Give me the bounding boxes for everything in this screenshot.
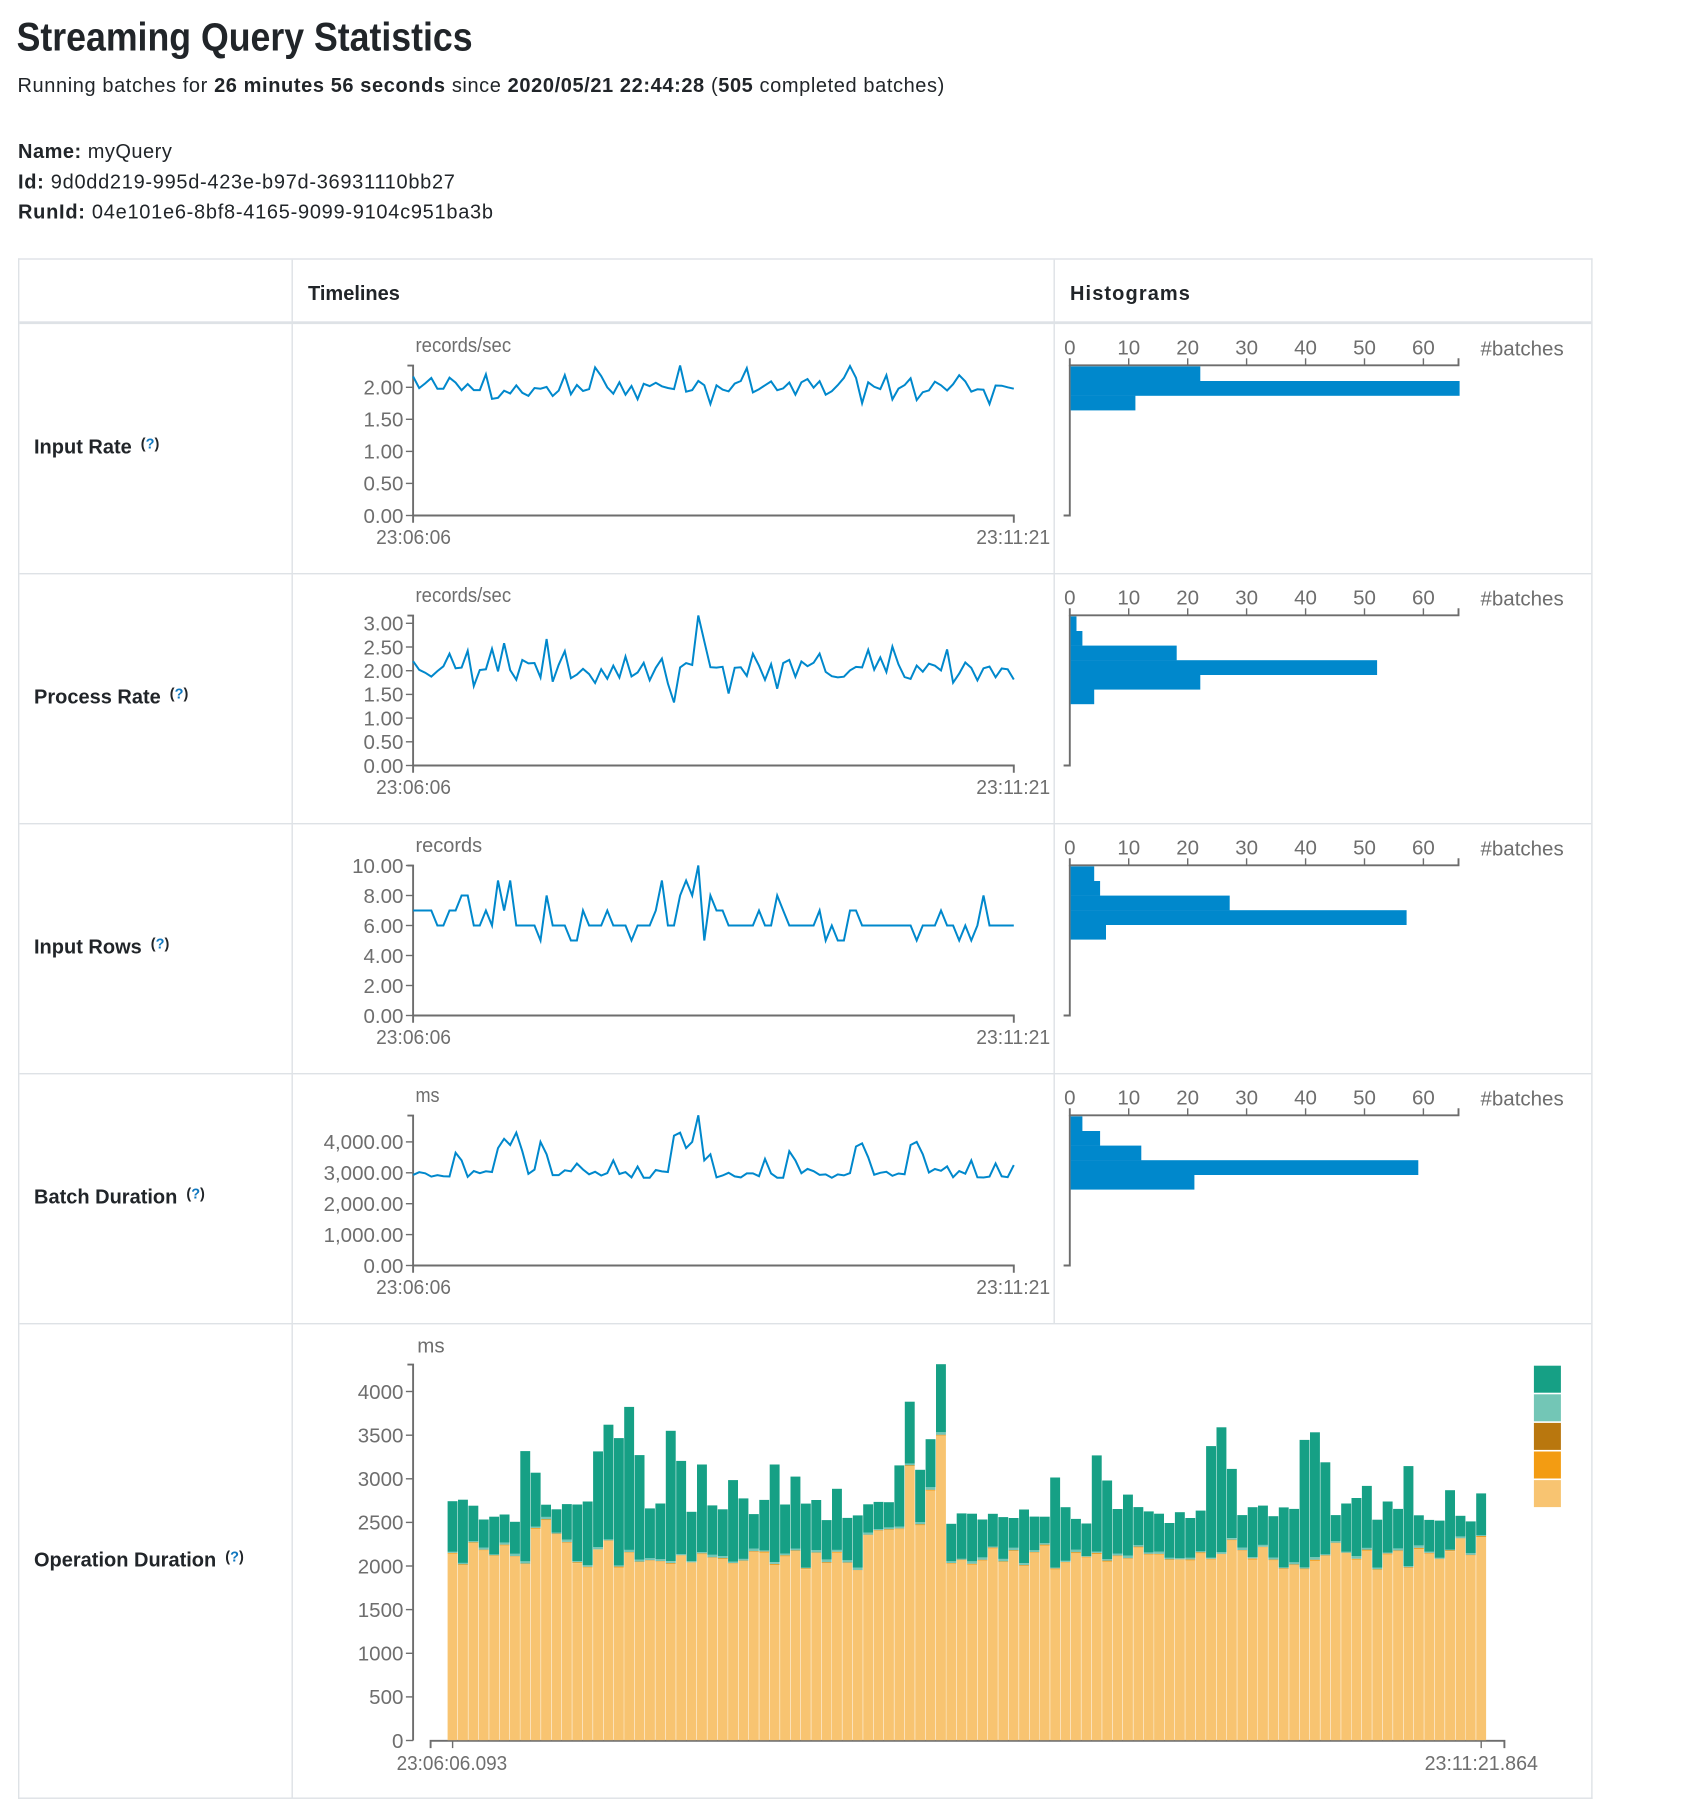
svg-text:2.00: 2.00 <box>363 377 403 400</box>
svg-text:23:06:06: 23:06:06 <box>376 1276 451 1299</box>
svg-text:2000: 2000 <box>358 1555 404 1578</box>
svg-text:Batch Duration(?): Batch Duration (?) <box>34 1187 205 1209</box>
svg-text:23:06:06.093: 23:06:06.093 <box>397 1752 508 1775</box>
svg-text:20: 20 <box>1176 837 1199 860</box>
svg-text:23:11:21: 23:11:21 <box>976 776 1050 799</box>
svg-text:ms: ms <box>417 1334 444 1357</box>
svg-text:#batches: #batches <box>1481 338 1564 361</box>
svg-text:50: 50 <box>1353 587 1376 610</box>
svg-text:1.50: 1.50 <box>363 409 403 432</box>
svg-text:1.00: 1.00 <box>363 441 403 464</box>
svg-text:60: 60 <box>1412 337 1435 360</box>
svg-text:3500: 3500 <box>358 1424 404 1447</box>
svg-text:Streaming Query Statistics: Streaming Query Statistics <box>17 16 473 60</box>
svg-text:ms: ms <box>416 1084 440 1107</box>
svg-text:20: 20 <box>1176 337 1199 360</box>
svg-text:2.00: 2.00 <box>363 975 403 998</box>
svg-text:40: 40 <box>1294 337 1317 360</box>
svg-text:30: 30 <box>1235 337 1258 360</box>
svg-text:3000: 3000 <box>358 1468 404 1491</box>
svg-text:30: 30 <box>1235 587 1258 610</box>
svg-text:records: records <box>416 834 483 857</box>
svg-text:Input Rows(?): Input Rows (?) <box>34 937 169 959</box>
svg-text:0: 0 <box>392 1730 403 1753</box>
svg-text:4.00: 4.00 <box>363 945 403 968</box>
svg-text:0.00: 0.00 <box>363 755 403 778</box>
svg-text:0.50: 0.50 <box>363 731 403 754</box>
svg-text:records/sec: records/sec <box>416 584 512 607</box>
svg-text:1.50: 1.50 <box>363 684 403 707</box>
svg-text:8.00: 8.00 <box>363 885 403 908</box>
svg-text:50: 50 <box>1353 337 1376 360</box>
svg-text:Histograms: Histograms <box>1070 283 1191 305</box>
svg-text:23:11:21: 23:11:21 <box>976 1276 1050 1299</box>
svg-text:23:06:06: 23:06:06 <box>376 776 451 799</box>
svg-text:RunId: 04e101e6-8bf8-4165-9099: RunId: 04e101e6-8bf8-4165-9099-9104c951b… <box>18 201 494 223</box>
svg-text:40: 40 <box>1294 587 1317 610</box>
svg-text:6.00: 6.00 <box>363 915 403 938</box>
svg-text:2.00: 2.00 <box>363 660 403 683</box>
svg-text:10: 10 <box>1117 587 1140 610</box>
svg-text:40: 40 <box>1294 1087 1317 1110</box>
svg-text:23:06:06: 23:06:06 <box>376 1026 451 1049</box>
svg-text:Process Rate(?): Process Rate (?) <box>34 687 188 709</box>
svg-text:2.50: 2.50 <box>363 636 403 659</box>
svg-text:23:11:21.864: 23:11:21.864 <box>1425 1752 1538 1775</box>
svg-text:0: 0 <box>1064 837 1075 860</box>
svg-text:0.50: 0.50 <box>363 473 403 496</box>
svg-text:4000: 4000 <box>358 1381 404 1404</box>
svg-text:0: 0 <box>1064 1087 1075 1110</box>
svg-text:50: 50 <box>1353 837 1376 860</box>
svg-text:10: 10 <box>1117 837 1140 860</box>
svg-text:1,000.00: 1,000.00 <box>324 1224 404 1247</box>
svg-text:0: 0 <box>1064 587 1075 610</box>
svg-text:20: 20 <box>1176 1087 1199 1110</box>
svg-text:10.00: 10.00 <box>352 855 403 878</box>
svg-text:2,000.00: 2,000.00 <box>324 1193 404 1216</box>
svg-text:10: 10 <box>1117 1087 1140 1110</box>
svg-text:1500: 1500 <box>358 1599 404 1622</box>
svg-text:Timelines: Timelines <box>308 283 400 305</box>
svg-text:Id: 9d0dd219-995d-423e-b97d-36: Id: 9d0dd219-995d-423e-b97d-36931110bb27 <box>18 171 456 193</box>
svg-text:60: 60 <box>1412 1087 1435 1110</box>
svg-text:1000: 1000 <box>358 1643 404 1666</box>
svg-text:0.00: 0.00 <box>363 1005 403 1028</box>
svg-text:23:11:21: 23:11:21 <box>976 1026 1050 1049</box>
svg-text:Input Rate(?): Input Rate (?) <box>34 437 159 459</box>
svg-text:records/sec: records/sec <box>416 334 512 357</box>
svg-text:1.00: 1.00 <box>363 707 403 730</box>
svg-text:30: 30 <box>1235 1087 1258 1110</box>
svg-text:20: 20 <box>1176 587 1199 610</box>
svg-text:0.00: 0.00 <box>363 505 403 528</box>
svg-text:3,000.00: 3,000.00 <box>324 1162 404 1185</box>
svg-text:60: 60 <box>1412 837 1435 860</box>
svg-text:10: 10 <box>1117 337 1140 360</box>
svg-text:2500: 2500 <box>358 1512 404 1535</box>
svg-text:Name: myQuery: Name: myQuery <box>18 141 172 163</box>
svg-text:4,000.00: 4,000.00 <box>324 1131 404 1154</box>
svg-text:50: 50 <box>1353 1087 1376 1110</box>
svg-text:#batches: #batches <box>1481 588 1564 611</box>
svg-text:23:11:21: 23:11:21 <box>976 526 1050 549</box>
svg-text:0.00: 0.00 <box>363 1255 403 1278</box>
svg-text:500: 500 <box>369 1686 403 1709</box>
svg-text:Running batches for 26 minutes: Running batches for 26 minutes 56 second… <box>18 75 945 97</box>
svg-text:30: 30 <box>1235 837 1258 860</box>
svg-text:60: 60 <box>1412 587 1435 610</box>
svg-text:Operation Duration(?): Operation Duration (?) <box>34 1549 244 1571</box>
svg-text:3.00: 3.00 <box>363 613 403 636</box>
svg-text:#batches: #batches <box>1481 1088 1564 1111</box>
svg-text:0: 0 <box>1064 337 1075 360</box>
svg-text:40: 40 <box>1294 837 1317 860</box>
svg-text:#batches: #batches <box>1481 838 1564 861</box>
svg-text:23:06:06: 23:06:06 <box>376 526 451 549</box>
